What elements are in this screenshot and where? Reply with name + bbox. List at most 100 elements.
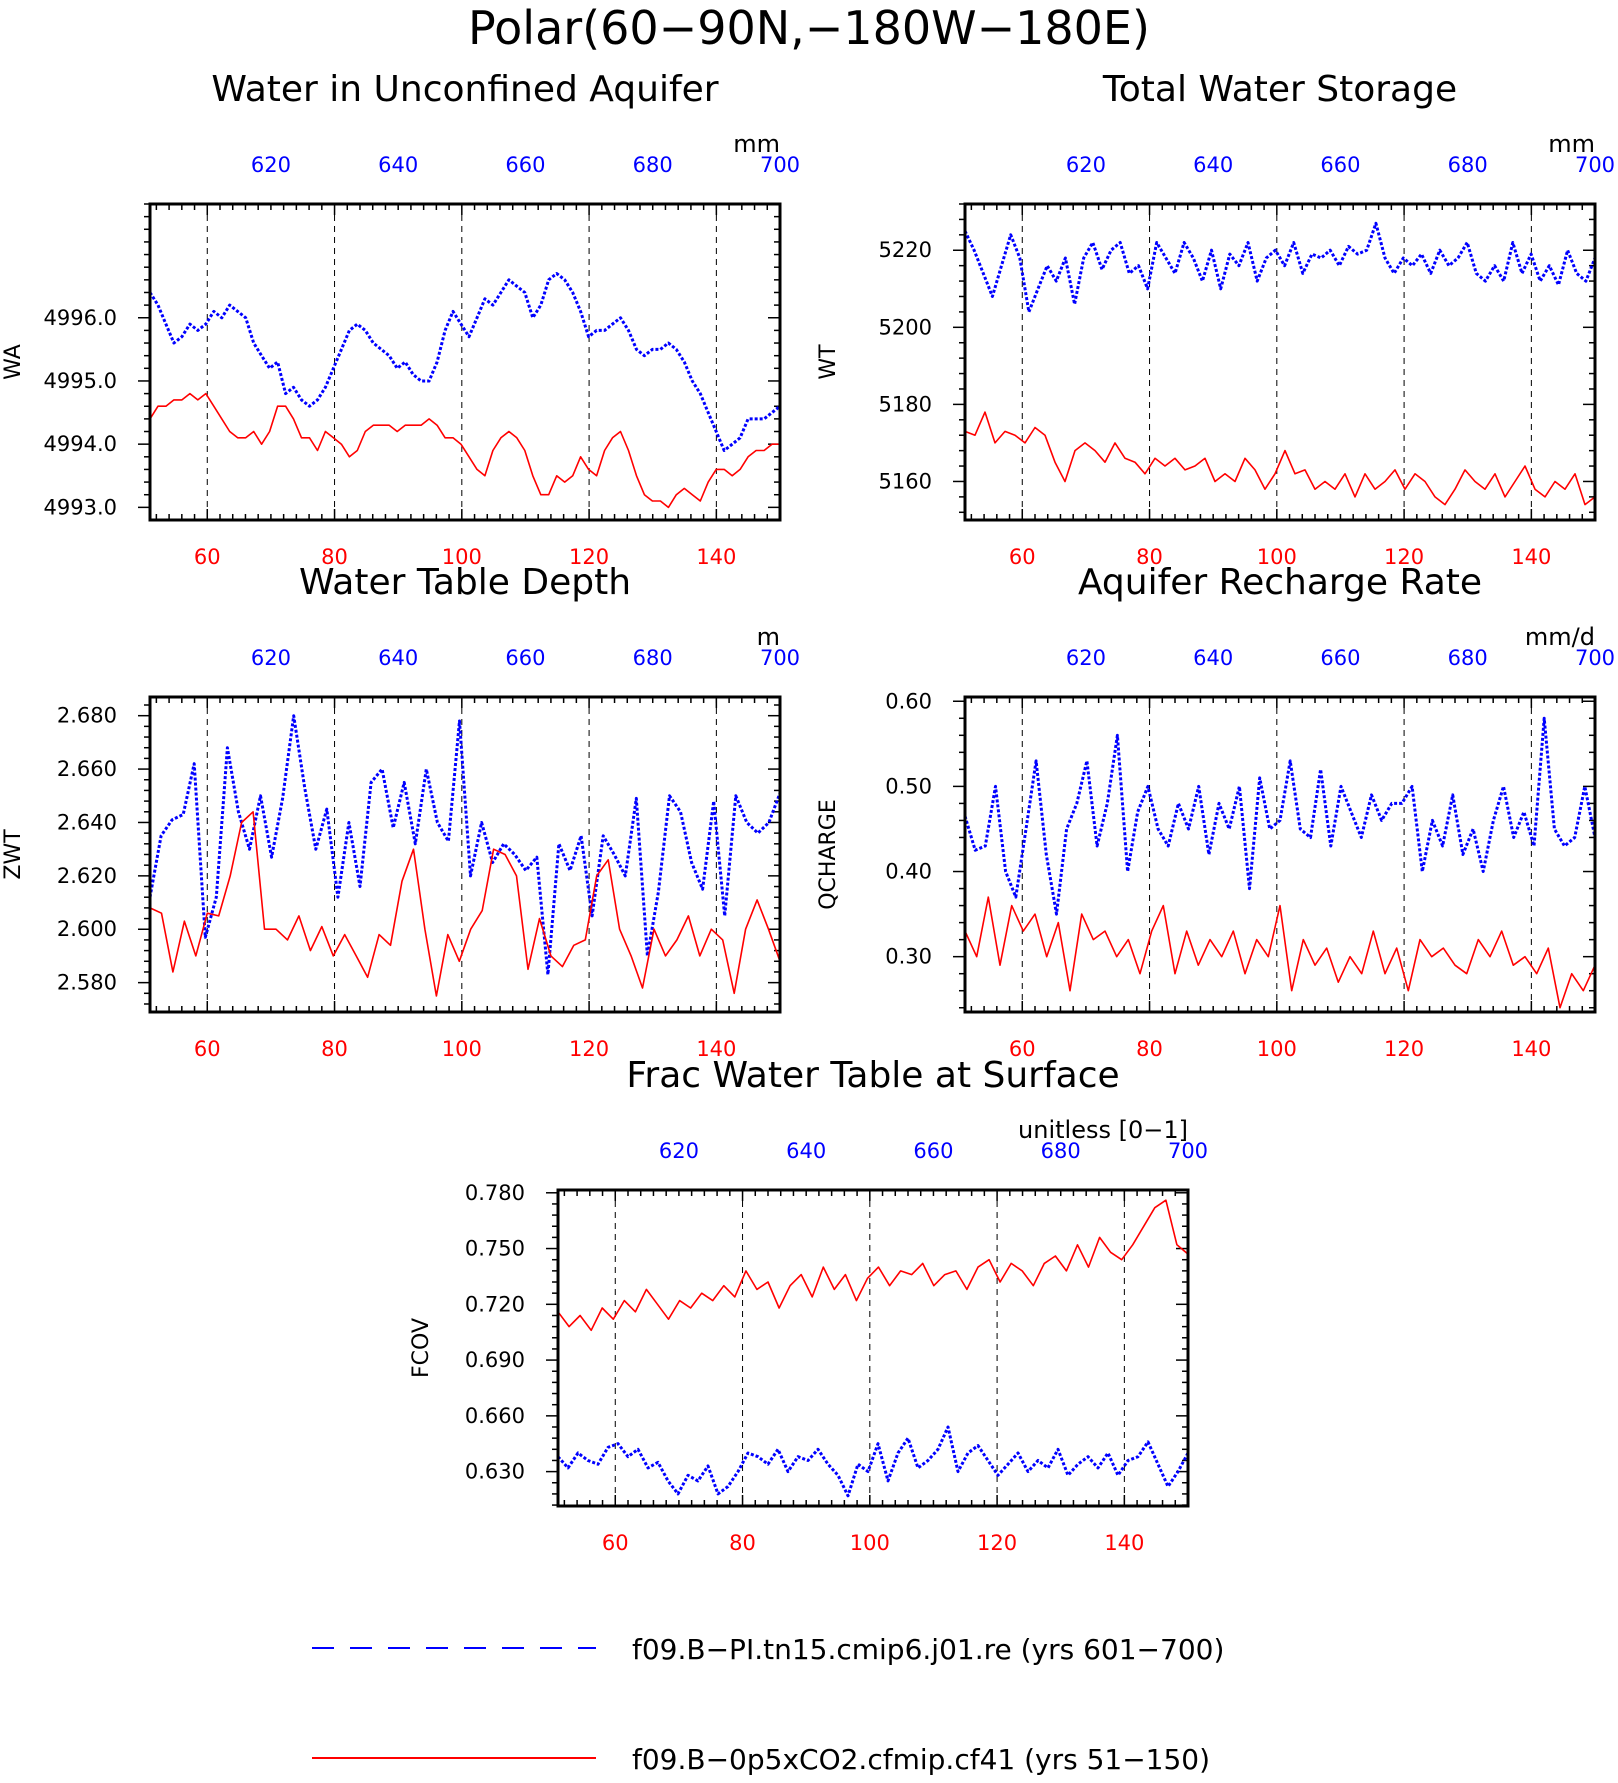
x-bottom-tick-label: 140 (696, 545, 736, 569)
y-axis-label: FCOV (409, 1318, 434, 1378)
figure-title: Polar(60−90N,−180W−180E) (468, 1, 1150, 55)
series-experiment-line (557, 1199, 1189, 1332)
x-bottom-tick-label: 120 (1384, 545, 1424, 569)
x-top-tick-label: 660 (1320, 153, 1360, 177)
x-top-tick-label: 620 (1066, 153, 1106, 177)
y-tick-label: 4995.0 (44, 369, 117, 393)
y-tick-label: 0.720 (465, 1292, 525, 1316)
x-bottom-tick-label: 80 (321, 545, 348, 569)
x-top-tick-label: 680 (633, 153, 673, 177)
chart-title: Frac Water Table at Surface (626, 1055, 1119, 1096)
x-bottom-tick-label: 120 (569, 1037, 609, 1061)
x-top-tick-label: 680 (633, 646, 673, 670)
y-tick-label: 4996.0 (44, 306, 117, 330)
legend-label-control: f09.B−PI.tn15.cmip6.j01.re (yrs 601−700) (632, 1633, 1224, 1666)
x-bottom-tick-label: 80 (1136, 545, 1163, 569)
legend: f09.B−PI.tn15.cmip6.j01.re (yrs 601−700)… (312, 1633, 1224, 1776)
x-top-tick-label: 640 (1193, 153, 1233, 177)
x-bottom-tick-label: 140 (1511, 1037, 1551, 1061)
units-label: mm (733, 130, 780, 158)
series-experiment-line (149, 810, 781, 997)
y-tick-label: 0.690 (465, 1348, 525, 1372)
x-bottom-tick-label: 120 (1384, 1037, 1424, 1061)
x-top-tick-label: 640 (1193, 646, 1233, 670)
x-bottom-tick-label: 60 (194, 1037, 221, 1061)
y-axis-label: ZWT (1, 829, 26, 880)
y-tick-label: 2.580 (57, 971, 117, 995)
x-bottom-tick-label: 60 (1009, 545, 1036, 569)
x-bottom-tick-label: 100 (1257, 545, 1297, 569)
x-bottom-tick-label: 140 (696, 1037, 736, 1061)
chart-frac-water-table: Frac Water Table at Surface unitless [0−1… (409, 1055, 1208, 1555)
chart-total-water: Total Water Storage mm WT 5160 5180 5200 5220 6… (816, 69, 1615, 569)
chart-title: Aquifer Recharge Rate (1078, 562, 1482, 603)
x-bottom-tick-label: 80 (321, 1037, 348, 1061)
chart-title: Total Water Storage (1102, 69, 1457, 110)
x-top-tick-label: 700 (760, 153, 800, 177)
x-top-tick-label: 620 (1066, 646, 1106, 670)
x-bottom-tick-label: 100 (442, 545, 482, 569)
chart-water-table-depth: Water Table Depth m ZWT 2.580 2.600 2.620 2.64… (1, 562, 800, 1061)
x-top-tick-label: 640 (786, 1139, 826, 1163)
x-top-tick-label: 640 (378, 646, 418, 670)
chart-title: Water in Unconfined Aquifer (211, 69, 718, 110)
x-bottom-tick-label: 100 (442, 1037, 482, 1061)
series-control-line (556, 1425, 1190, 1498)
legend-label-experiment: f09.B−0p5xCO2.cfmip.cf41 (yrs 51−150) (632, 1743, 1210, 1776)
x-top-tick-label: 680 (1041, 1139, 1081, 1163)
y-tick-label: 5220 (879, 238, 932, 262)
x-bottom-tick-label: 60 (602, 1531, 629, 1555)
chart-aquifer-water: Water in Unconfined Aquifer mm WA 4993.0 499… (1, 69, 800, 569)
x-top-tick-label: 700 (1575, 153, 1615, 177)
x-top-tick-label: 700 (1168, 1139, 1208, 1163)
x-top-tick-label: 620 (251, 153, 291, 177)
y-tick-label: 2.660 (57, 757, 117, 781)
series-experiment-line (149, 392, 780, 509)
y-tick-label: 0.780 (465, 1181, 525, 1205)
y-tick-label: 0.630 (465, 1460, 525, 1484)
y-tick-label: 0.40 (885, 860, 932, 884)
series-experiment-line (964, 896, 1596, 1009)
y-tick-label: 2.680 (57, 704, 117, 728)
x-top-tick-label: 660 (913, 1139, 953, 1163)
y-tick-label: 2.640 (57, 810, 117, 834)
y-tick-label: 5160 (879, 469, 932, 493)
y-tick-label: 0.30 (885, 945, 932, 969)
plot-frame (148, 202, 782, 522)
x-bottom-tick-label: 140 (1104, 1531, 1144, 1555)
y-tick-label: 0.50 (885, 774, 932, 798)
y-tick-label: 0.60 (885, 689, 932, 713)
x-bottom-tick-label: 140 (1511, 545, 1551, 569)
y-tick-label: 2.620 (57, 864, 117, 888)
series-control-line (148, 714, 782, 977)
units-label: m (757, 623, 780, 651)
x-top-tick-label: 660 (505, 153, 545, 177)
plot-frame (963, 695, 1597, 1014)
y-axis-label: WA (1, 344, 26, 380)
x-bottom-tick-label: 80 (1136, 1037, 1163, 1061)
x-top-tick-label: 640 (378, 153, 418, 177)
chart-recharge-rate: Aquifer Recharge Rate mm/d QCHARGE 0.30 0.40… (816, 562, 1615, 1061)
x-bottom-tick-label: 100 (850, 1531, 890, 1555)
x-top-tick-label: 680 (1448, 153, 1488, 177)
chart-title: Water Table Depth (299, 562, 631, 603)
series-control-line (148, 272, 781, 452)
y-tick-label: 5180 (879, 392, 932, 416)
series-control-line (963, 221, 1597, 314)
units-label: mm (1548, 130, 1595, 158)
x-top-tick-label: 660 (505, 646, 545, 670)
units-label: unitless [0−1] (1018, 1116, 1188, 1144)
x-top-tick-label: 700 (760, 646, 800, 670)
y-tick-label: 4994.0 (44, 432, 117, 456)
x-bottom-tick-label: 120 (977, 1531, 1017, 1555)
x-top-tick-label: 660 (1320, 646, 1360, 670)
x-top-tick-label: 620 (659, 1139, 699, 1163)
plot-frame (148, 695, 782, 1014)
y-tick-label: 2.600 (57, 917, 117, 941)
series-experiment-line (964, 411, 1596, 506)
x-bottom-tick-label: 60 (194, 545, 221, 569)
x-bottom-tick-label: 60 (1009, 1037, 1036, 1061)
plot-frame (556, 1188, 1190, 1508)
y-tick-label: 4993.0 (44, 495, 117, 519)
